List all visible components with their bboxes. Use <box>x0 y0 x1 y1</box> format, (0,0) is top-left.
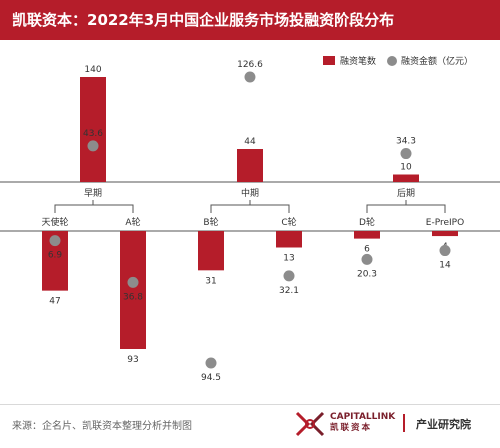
dot-round-amount <box>49 235 61 247</box>
title-bar: 凯联资本：2022年3月中国企业服务市场投融资阶段分布 <box>0 0 500 40</box>
dot-round-amount-label: 14 <box>439 261 451 271</box>
legend-bar-swatch <box>323 56 335 65</box>
round-category-label: E-PreIPO <box>426 218 464 228</box>
stage-bracket <box>54 200 134 213</box>
bar-round-count <box>198 231 224 271</box>
dot-stage-amount-label: 43.6 <box>83 129 103 139</box>
bar-round-count-label: 6 <box>364 245 370 255</box>
bar-stage-count <box>80 77 106 182</box>
dot-round-amount <box>439 245 451 257</box>
capitallink-logo-icon <box>295 411 325 437</box>
bar-round-count <box>354 231 380 239</box>
footer-divider <box>0 404 500 405</box>
dot-stage-amount-label: 126.6 <box>237 60 263 70</box>
bar-stage-count <box>237 149 263 182</box>
dot-stage-amount <box>400 148 412 160</box>
bar-stage-count-label: 140 <box>84 65 101 75</box>
stage-category-label: 中期 <box>241 187 259 199</box>
dot-round-amount <box>205 357 217 369</box>
bar-round-count-label: 13 <box>283 253 294 263</box>
legend-amount-label: 融资金额（亿元） <box>401 55 473 67</box>
dot-round-amount <box>361 253 373 265</box>
dot-round-amount-label: 20.3 <box>357 269 377 279</box>
stage-category-label: 早期 <box>84 188 102 199</box>
dot-stage-amount <box>87 140 99 152</box>
bar-round-count-label: 93 <box>127 355 138 365</box>
dot-round-amount-label: 32.1 <box>279 286 299 296</box>
dot-round-amount-label: 6.9 <box>48 251 63 261</box>
dot-round-amount <box>283 270 295 282</box>
bar-round-count-label: 31 <box>205 276 216 286</box>
stage-category-label: 后期 <box>397 188 415 199</box>
bar-stage-count-label: 44 <box>244 137 256 147</box>
legend: 融资笔数 融资金额（亿元） <box>323 55 473 67</box>
legend-count-label: 融资笔数 <box>340 55 376 67</box>
plot-area: 140 43.6 44 126.6 10 34.3 天使轮 47 6.9 A轮 93 36.8 B轮 31… <box>0 60 500 383</box>
round-category-label: 天使轮 <box>41 216 68 228</box>
round-category-label: D轮 <box>359 216 375 228</box>
institute-name: 产业研究院 <box>416 418 471 431</box>
round-category-label: A轮 <box>125 216 140 228</box>
source-note: 来源：企名片、凯联资本整理分析并制图 <box>12 421 192 432</box>
brand-divider <box>403 414 405 432</box>
dot-round-amount <box>127 276 139 288</box>
chart-title: 凯联资本：2022年3月中国企业服务市场投融资阶段分布 <box>12 11 395 29</box>
dot-stage-amount <box>244 71 256 83</box>
dot-round-amount-label: 36.8 <box>123 292 143 302</box>
dot-round-amount-label: 94.5 <box>201 373 221 383</box>
dot-stage-amount-label: 34.3 <box>396 137 416 147</box>
bar-round-count <box>120 231 146 349</box>
bar-stage-count-label: 10 <box>400 163 412 173</box>
legend-dot-swatch <box>387 56 397 66</box>
bar-round-count-label: 47 <box>49 297 60 307</box>
stage-bracket <box>366 200 446 213</box>
bar-stage-count <box>393 174 419 182</box>
stage-bracket <box>210 200 290 213</box>
round-category-label: B轮 <box>203 216 218 228</box>
round-category-label: C轮 <box>281 216 296 228</box>
brand-cn: 凯联资本 <box>330 423 373 433</box>
bar-round-count <box>276 231 302 248</box>
brand-en: CAPITALLINK <box>330 412 396 422</box>
chart-area: 融资笔数 融资金额（亿元） 140 43.6 44 126.6 10 34.3 天使轮 47 6… <box>0 55 500 383</box>
brand-name: CAPITALLINK 凯联资本 <box>330 412 395 434</box>
bar-round-count <box>432 231 458 237</box>
